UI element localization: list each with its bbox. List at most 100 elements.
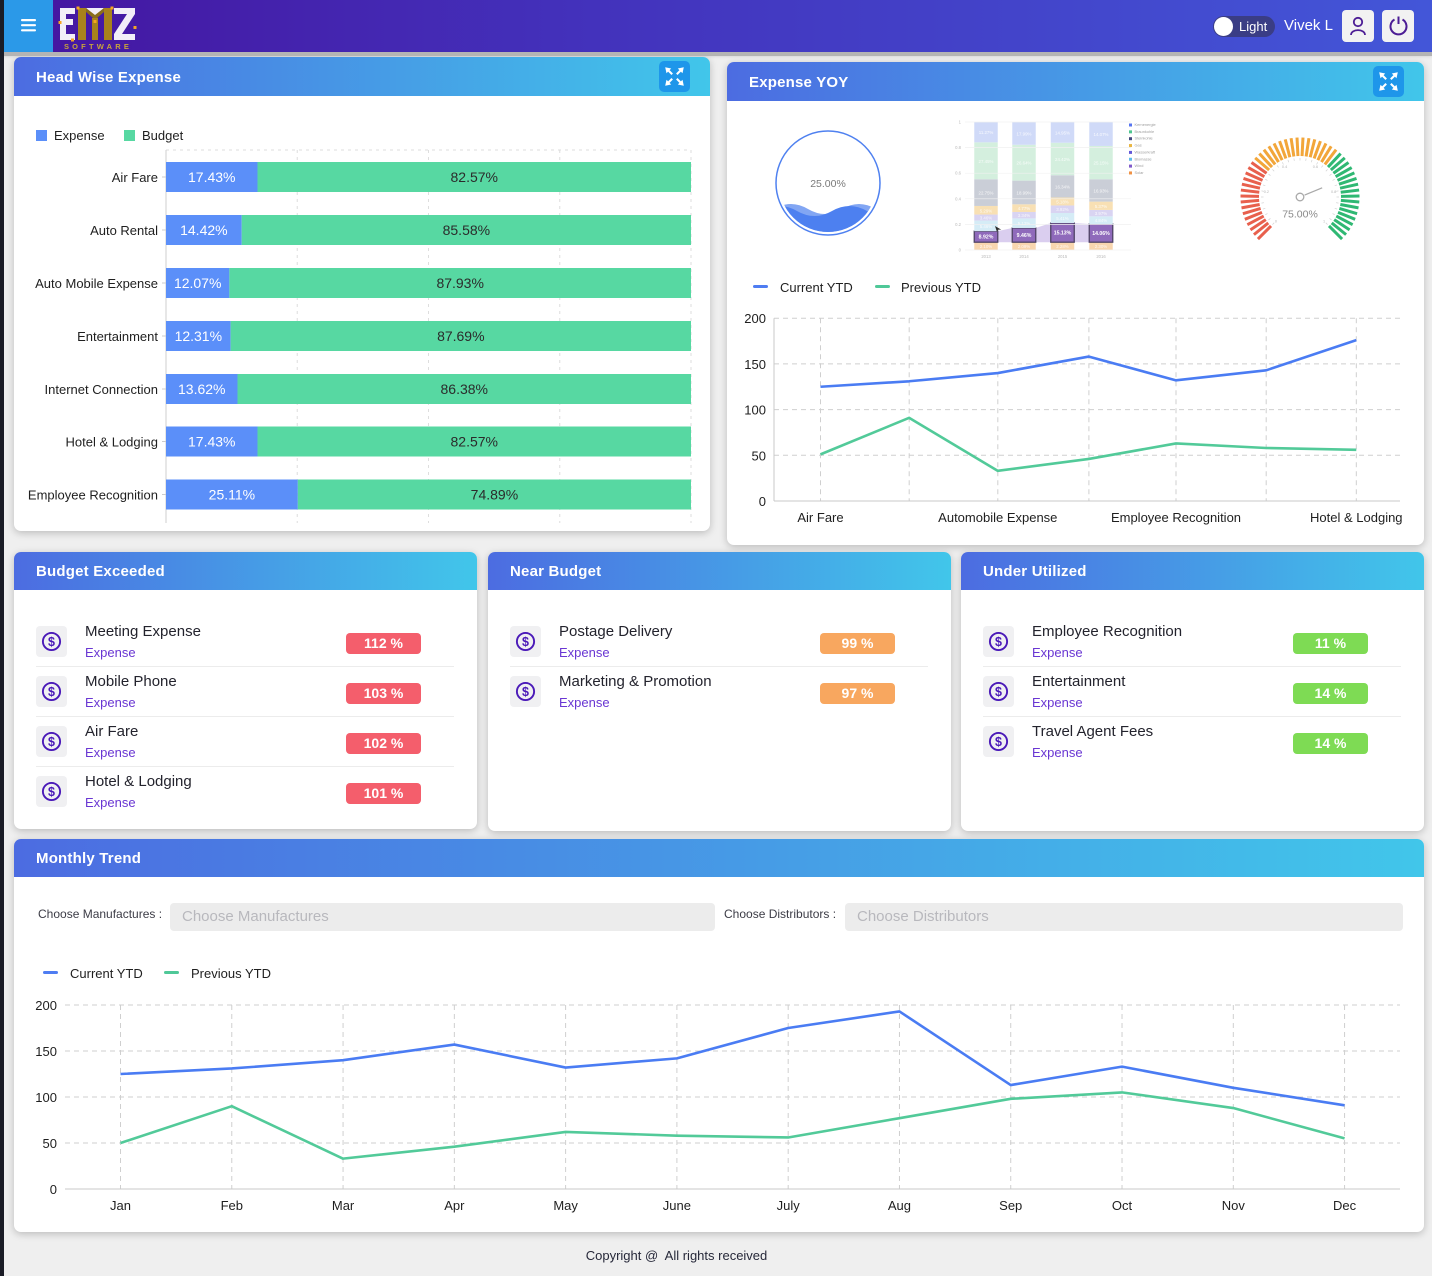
svg-text:13.62%: 13.62%	[178, 381, 225, 397]
svg-text:2014: 2014	[1019, 254, 1029, 259]
svg-text:2.30%: 2.30%	[1095, 244, 1108, 249]
svg-text:$: $	[48, 735, 55, 749]
svg-text:2015: 2015	[1058, 254, 1068, 259]
svg-text:May: May	[553, 1198, 578, 1213]
svg-text:14.07%: 14.07%	[1094, 132, 1109, 137]
svg-text:2.09%: 2.09%	[1018, 244, 1031, 249]
svg-text:2.28%: 2.28%	[1056, 244, 1069, 249]
svg-text:3.92%: 3.92%	[1056, 207, 1069, 212]
svg-text:$: $	[522, 685, 529, 699]
svg-text:1: 1	[959, 120, 962, 125]
svg-text:Biomasse: Biomasse	[1135, 156, 1152, 161]
svg-text:2016: 2016	[1096, 254, 1106, 259]
svg-text:Apr: Apr	[444, 1198, 465, 1213]
svg-text:200: 200	[35, 998, 57, 1013]
svg-text:Mar: Mar	[332, 1198, 355, 1213]
svg-text:Air Fare: Air Fare	[112, 170, 158, 185]
svg-text:0.2: 0.2	[1264, 190, 1269, 194]
svg-text:Gas: Gas	[1135, 143, 1142, 148]
svg-text:17.99%: 17.99%	[1017, 131, 1032, 136]
svg-text:25.11%: 25.11%	[209, 487, 255, 503]
svg-text:18.99%: 18.99%	[1017, 190, 1032, 195]
svg-text:3.34%: 3.34%	[1018, 213, 1031, 218]
svg-text:2.10%: 2.10%	[980, 244, 993, 249]
svg-text:July: July	[777, 1198, 801, 1213]
svg-text:June: June	[663, 1198, 691, 1213]
svg-text:5.29%: 5.29%	[980, 208, 993, 213]
svg-text:3.97%: 3.97%	[1095, 211, 1108, 216]
svg-text:0.2: 0.2	[955, 222, 961, 227]
svg-text:Kernenergie: Kernenergie	[1135, 122, 1156, 127]
svg-text:11.27%: 11.27%	[979, 130, 994, 135]
svg-text:87.69%: 87.69%	[437, 328, 484, 344]
svg-text:Solar: Solar	[1135, 170, 1145, 175]
svg-text:$: $	[995, 685, 1002, 699]
svg-text:27.45%: 27.45%	[979, 159, 994, 164]
svg-text:25.00%: 25.00%	[810, 178, 846, 190]
svg-text:4.84%: 4.84%	[1095, 218, 1108, 223]
svg-text:25.15%: 25.15%	[1094, 161, 1109, 166]
svg-text:16.93%: 16.93%	[1094, 188, 1109, 193]
svg-text:0.8: 0.8	[955, 145, 961, 150]
svg-text:Steinkohle: Steinkohle	[1135, 136, 1153, 141]
svg-text:Entertainment: Entertainment	[77, 329, 158, 344]
svg-text:$: $	[48, 785, 55, 799]
svg-text:$: $	[995, 735, 1002, 749]
svg-text:Braunkohle: Braunkohle	[1135, 129, 1155, 134]
svg-text:50: 50	[752, 448, 766, 463]
svg-text:0: 0	[1275, 220, 1277, 224]
svg-text:85.58%: 85.58%	[443, 222, 490, 238]
svg-text:1: 1	[1323, 220, 1325, 224]
svg-text:100: 100	[744, 403, 766, 418]
svg-text:Dec: Dec	[1333, 1198, 1357, 1213]
svg-text:Feb: Feb	[221, 1198, 243, 1213]
svg-text:14.95%: 14.95%	[1055, 130, 1070, 135]
svg-text:74.89%: 74.89%	[471, 487, 518, 503]
svg-text:Hotel & Lodging: Hotel & Lodging	[1310, 510, 1403, 525]
svg-text:5.18%: 5.18%	[1056, 199, 1069, 204]
svg-text:Internet Connection: Internet Connection	[45, 382, 158, 397]
svg-text:87.93%: 87.93%	[436, 275, 483, 291]
svg-text:12.07%: 12.07%	[174, 275, 221, 291]
svg-text:Oct: Oct	[1112, 1198, 1133, 1213]
svg-text:150: 150	[35, 1044, 57, 1059]
svg-text:0.6: 0.6	[1313, 165, 1318, 169]
svg-text:Jan: Jan	[110, 1198, 131, 1213]
svg-text:0.4: 0.4	[955, 196, 961, 201]
svg-text:0.4: 0.4	[1282, 165, 1287, 169]
svg-text:8.92%: 8.92%	[979, 235, 994, 241]
svg-text:5.37%: 5.37%	[1095, 204, 1108, 209]
svg-text:$: $	[522, 635, 529, 649]
svg-text:0: 0	[959, 248, 962, 253]
svg-text:100: 100	[35, 1090, 57, 1105]
svg-text:14.42%: 14.42%	[180, 222, 227, 238]
svg-text:4.77%: 4.77%	[1018, 206, 1031, 211]
svg-text:14.06%: 14.06%	[1092, 231, 1110, 237]
svg-text:150: 150	[744, 357, 766, 372]
svg-text:Employee Recognition: Employee Recognition	[28, 488, 158, 503]
svg-text:$: $	[48, 635, 55, 649]
svg-text:16.34%: 16.34%	[1055, 184, 1070, 189]
svg-text:17.43%: 17.43%	[188, 434, 235, 450]
svg-text:Auto Rental: Auto Rental	[90, 223, 158, 238]
svg-text:Employee Recognition: Employee Recognition	[1111, 510, 1241, 525]
svg-text:5.41%: 5.41%	[1056, 216, 1069, 221]
svg-text:24.42%: 24.42%	[1055, 157, 1070, 162]
svg-text:Automobile Expense: Automobile Expense	[938, 510, 1057, 525]
svg-text:0.8: 0.8	[1331, 190, 1336, 194]
svg-text:Wind: Wind	[1135, 163, 1144, 168]
svg-text:0.6: 0.6	[955, 171, 961, 176]
svg-text:5.46%: 5.46%	[980, 224, 993, 229]
svg-text:0: 0	[50, 1182, 57, 1197]
svg-text:0: 0	[759, 494, 766, 509]
svg-text:5.12%: 5.12%	[1018, 221, 1031, 226]
svg-text:Expense: Expense	[54, 128, 105, 143]
svg-text:82.57%: 82.57%	[451, 169, 498, 185]
svg-text:22.75%: 22.75%	[979, 191, 994, 196]
svg-text:SOFTWARE: SOFTWARE	[64, 42, 132, 50]
svg-text:Previous YTD: Previous YTD	[901, 280, 981, 295]
svg-text:Aug: Aug	[888, 1198, 911, 1213]
svg-text:12.31%: 12.31%	[175, 328, 222, 344]
svg-text:200: 200	[744, 311, 766, 326]
svg-text:50: 50	[43, 1136, 57, 1151]
